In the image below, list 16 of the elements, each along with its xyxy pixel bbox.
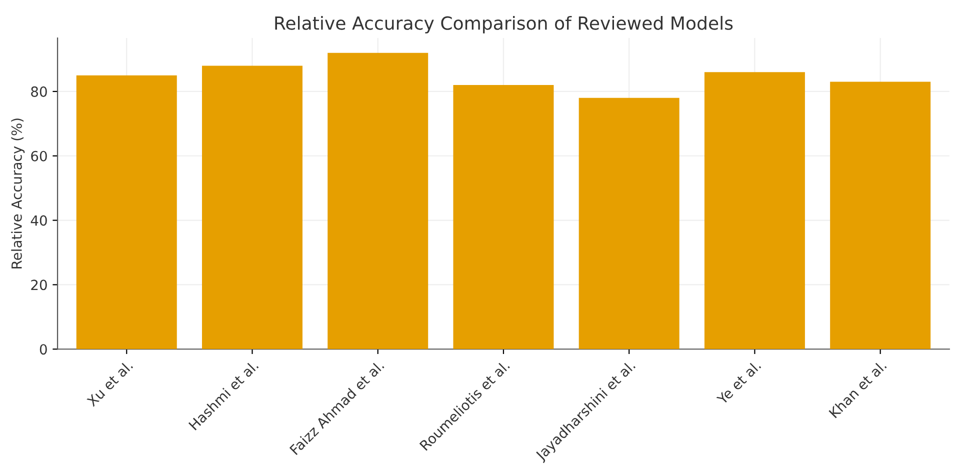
bar xyxy=(328,52,428,350)
y-tick-label: 60 xyxy=(31,150,47,162)
bar xyxy=(453,85,554,350)
x-tick-label: Xu et al. xyxy=(86,360,134,408)
chart-title: Relative Accuracy Comparison of Reviewed Models xyxy=(275,16,733,34)
bar xyxy=(578,98,680,350)
bar xyxy=(704,72,805,350)
y-axis-title: Relative Accuracy (%) xyxy=(11,118,25,268)
x-tick-label: Ye et al. xyxy=(716,360,762,406)
bar xyxy=(830,82,931,350)
y-tick-label: 0 xyxy=(40,344,47,355)
y-tick-label: 20 xyxy=(31,280,47,290)
bar xyxy=(202,66,302,350)
y-tick-label: 80 xyxy=(31,86,47,97)
y-tick-label: 40 xyxy=(30,215,47,226)
bar xyxy=(76,75,177,350)
